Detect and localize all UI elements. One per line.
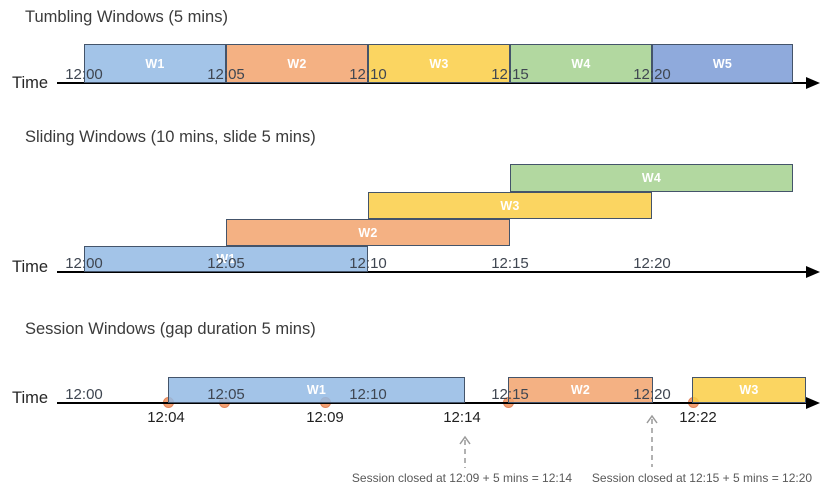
session-window-w3-label: W3 <box>739 383 759 397</box>
tumbling-window-w2-label: W2 <box>287 56 307 71</box>
session-tick-1215: 12:15 <box>491 386 529 403</box>
session-tick-1220: 12:20 <box>633 386 671 403</box>
tumbling-window-w5-label: W5 <box>712 56 733 71</box>
sliding-window-w4: W4 <box>510 164 793 192</box>
session-tick-1210: 12:10 <box>349 386 387 403</box>
sliding-window-w3-label: W3 <box>500 198 520 213</box>
tumbling-window-w3-label: W3 <box>429 56 449 71</box>
sliding-tick-1205: 12:05 <box>207 255 245 272</box>
session-event-label-1204: 12:04 <box>147 409 185 426</box>
tumbling-tick-1205: 12:05 <box>207 66 245 83</box>
sliding-time-axis-label: Time <box>12 258 49 276</box>
session-window-w3: W3 <box>692 377 806 403</box>
tumbling-window-w5: W5 <box>652 44 793 83</box>
session-window-w2-label: W2 <box>570 383 591 397</box>
tumbling-window-w1-label: W1 <box>145 56 165 71</box>
sliding-window-w2: W2 <box>226 219 510 246</box>
session-event-label-1209: 12:09 <box>306 409 344 426</box>
tumbling-window-w4: W4 <box>510 44 652 83</box>
session-time-axis-label: Time <box>12 389 49 407</box>
sliding-time-axis-line <box>57 271 807 273</box>
sliding-window-w3: W3 <box>368 192 652 219</box>
tumbling-axis-arrowhead-icon <box>806 77 820 89</box>
session-close-label-1214: 12:14 <box>443 409 481 426</box>
tumbling-window-w1: W1 <box>84 44 226 83</box>
tumbling-tick-1220: 12:20 <box>633 66 671 83</box>
sliding-window-w4-label: W4 <box>641 171 662 185</box>
tumbling-time-axis-line <box>57 82 807 84</box>
tumbling-window-w2: W2 <box>226 44 368 83</box>
session-window-w1: W1 <box>168 377 465 403</box>
tumbling-tick-1210: 12:10 <box>349 66 387 83</box>
sliding-tick-1220: 12:20 <box>633 255 671 272</box>
session-close-arrow-2-icon <box>646 414 658 467</box>
sliding-window-w1: W1 <box>84 246 368 272</box>
session-tick-1200: 12:00 <box>65 386 103 403</box>
sliding-window-w2-label: W2 <box>358 225 378 240</box>
session-time-axis-line <box>57 402 807 404</box>
tumbling-window-w4-label: W4 <box>571 56 591 71</box>
tumbling-tick-1215: 12:15 <box>491 66 529 83</box>
session-axis-arrowhead-icon <box>806 397 820 409</box>
tumbling-tick-1200: 12:00 <box>65 66 103 83</box>
sliding-tick-1200: 12:00 <box>65 255 103 272</box>
tumbling-time-axis-label: Time <box>12 74 49 92</box>
session-close-caption-2: Session closed at 12:15 + 5 mins = 12:20 <box>591 471 813 485</box>
session-close-arrow-1-icon <box>459 435 471 468</box>
sliding-tick-1210: 12:10 <box>349 255 387 272</box>
sliding-axis-arrowhead-icon <box>806 266 820 278</box>
session-section-title: Session Windows (gap duration 5 mins) <box>25 320 316 338</box>
sliding-section-title: Sliding Windows (10 mins, slide 5 mins) <box>25 128 316 146</box>
session-close-caption-1: Session closed at 12:09 + 5 mins = 12:14 <box>351 471 573 485</box>
tumbling-window-w3: W3 <box>368 44 510 83</box>
sliding-tick-1215: 12:15 <box>491 255 529 272</box>
sliding-window-w1-label: W1 <box>216 252 236 266</box>
session-tick-1205: 12:05 <box>207 386 245 403</box>
session-window-w2: W2 <box>508 377 653 403</box>
session-window-w1-label: W1 <box>306 383 327 397</box>
tumbling-section-title: Tumbling Windows (5 mins) <box>25 8 228 26</box>
session-event-label-1222: 12:22 <box>679 409 717 426</box>
